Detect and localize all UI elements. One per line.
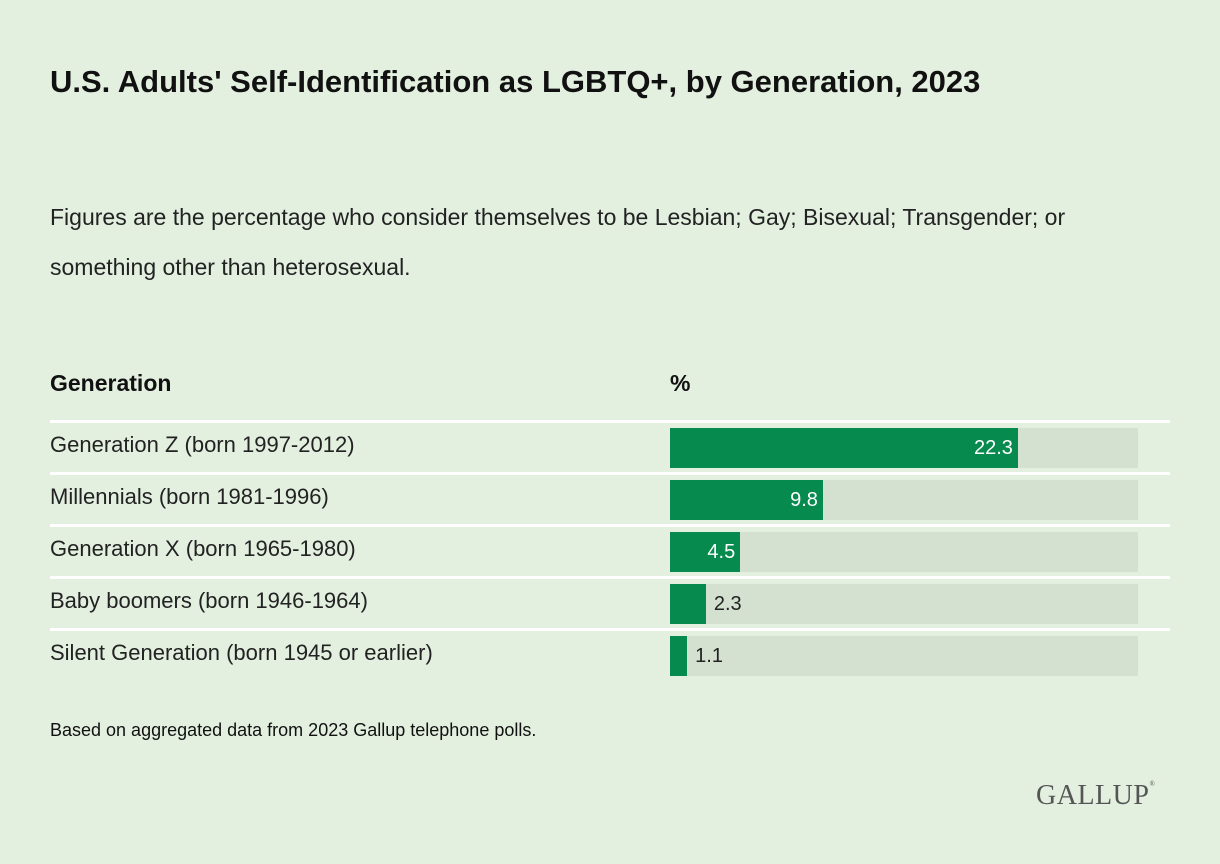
- bar: [670, 480, 823, 520]
- category-label: Silent Generation (born 1945 or earlier): [50, 640, 433, 665]
- bar-track: 9.8: [670, 480, 1138, 520]
- bar-row: Millennials (born 1981-1996) 9.8: [50, 472, 1170, 524]
- bar: [670, 636, 688, 676]
- category-label: Generation X (born 1965-1980): [50, 536, 356, 561]
- bar: [670, 532, 741, 572]
- row-divider: [50, 420, 1170, 423]
- category-label: Baby boomers (born 1946-1964): [50, 588, 368, 613]
- data-label: 4.5: [707, 541, 736, 563]
- bar-track: 4.5: [670, 532, 1138, 572]
- column-header-percent: %: [670, 370, 691, 396]
- bar-track: 1.1: [670, 636, 1138, 676]
- bar-track: 22.3: [670, 428, 1138, 468]
- bar-row: Generation X (born 1965-1980) 4.5: [50, 524, 1170, 576]
- category-label: Generation Z (born 1997-2012): [50, 432, 355, 457]
- row-divider: [50, 628, 1170, 631]
- source-note: Based on aggregated data from 2023 Gallu…: [50, 720, 537, 740]
- data-label: 9.8: [790, 489, 818, 511]
- gallup-logo: GALLUP®: [1036, 780, 1156, 811]
- row-divider: [50, 524, 1170, 527]
- bar: [670, 428, 1018, 468]
- bar: [670, 584, 706, 624]
- bar-row: Generation Z (born 1997-2012) 22.3: [50, 420, 1170, 472]
- bar-row: Baby boomers (born 1946-1964) 2.3: [50, 576, 1170, 628]
- bar-row: Silent Generation (born 1945 or earlier)…: [50, 628, 1170, 680]
- data-label: 2.3: [713, 593, 742, 615]
- column-header-generation: Generation: [50, 370, 172, 396]
- data-label: 22.3: [973, 437, 1013, 459]
- chart-title: U.S. Adults' Self-Identification as LGBT…: [50, 64, 981, 99]
- category-label: Millennials (born 1981-1996): [50, 484, 329, 509]
- bar-track: 2.3: [670, 584, 1138, 624]
- data-label: 1.1: [695, 645, 723, 667]
- row-divider: [50, 576, 1170, 579]
- chart-subtitle: Figures are the percentage who consider …: [50, 204, 1066, 280]
- row-divider: [50, 472, 1170, 475]
